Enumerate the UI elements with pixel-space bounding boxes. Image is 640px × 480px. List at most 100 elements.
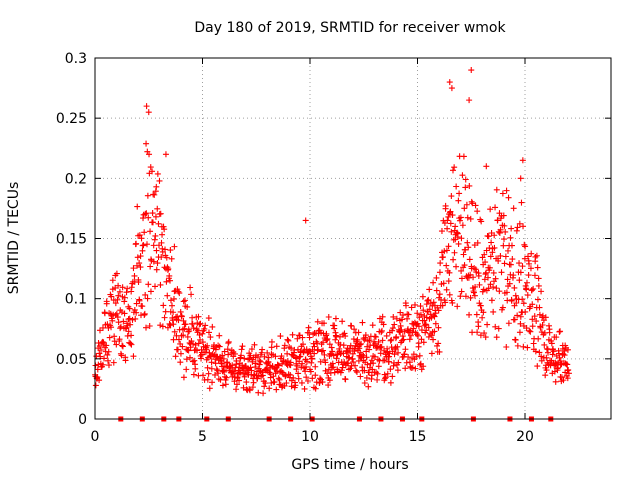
data-point [375,363,382,370]
data-point [96,343,103,350]
data-point [373,343,380,350]
data-point [183,366,190,373]
data-point [465,274,472,281]
data-point [181,297,188,304]
data-point [109,277,116,284]
data-point [513,227,520,234]
data-point [175,317,182,324]
data-point [221,348,228,355]
data-point [491,244,498,251]
data-point [205,329,212,336]
data-point [495,257,502,264]
data-point [295,375,302,382]
data-point [459,172,466,179]
data-point [380,321,387,328]
data-point [397,309,404,316]
data-point [501,260,508,267]
data-point [382,375,389,382]
data-point [494,217,501,224]
data-point [117,323,124,330]
data-point [316,375,323,382]
data-point [96,350,103,357]
data-point [443,262,450,269]
data-point [170,321,177,328]
data-point [415,323,422,330]
data-point [409,364,416,371]
data-point [150,258,157,265]
data-point [534,363,541,370]
y-tick-label: 0.15 [56,232,87,248]
data-point [495,325,502,332]
data-point [321,351,328,358]
data-point [260,390,267,397]
data-point [508,225,515,232]
data-point [152,213,159,220]
data-point [432,320,439,327]
data-point [216,343,223,350]
data-point [381,357,388,364]
data-point [129,316,136,323]
data-point [261,383,268,390]
data-point [292,382,299,389]
data-point [538,357,545,364]
data-point [378,343,385,350]
data-point [482,259,489,266]
data-point [546,329,553,336]
data-point [441,248,448,255]
data-point [473,311,480,318]
data-point [278,384,285,391]
data-point [145,214,152,221]
data-point [498,269,505,276]
data-point [486,264,493,271]
data-point [536,349,543,356]
data-point [474,329,481,336]
data-point [398,326,405,333]
data-point [189,314,196,321]
data-point [217,376,224,383]
data-point [542,314,549,321]
data-point [268,338,275,345]
data-point [455,197,462,204]
data-point [231,367,238,374]
data-point [261,353,268,360]
data-point [338,367,345,374]
data-point [352,362,359,369]
data-point [455,240,462,247]
data-point [145,109,152,116]
data-point [342,333,349,340]
data-point [199,339,206,346]
data-point [337,350,344,357]
data-point [452,223,459,230]
data-point [467,294,474,301]
data-point [170,309,177,316]
data-point [171,243,178,250]
data-point [356,341,363,348]
data-point [143,241,150,248]
data-point [167,322,174,329]
data-point [128,332,135,339]
data-point [528,250,535,257]
data-point [119,343,126,350]
data-point [401,328,408,335]
data-point [180,332,187,339]
data-point [419,293,426,300]
data-point [425,333,432,340]
data-point [137,264,144,271]
data-point [168,302,175,309]
data-point [162,308,169,315]
data-point [236,377,243,384]
data-point [314,340,321,347]
data-point [179,343,186,350]
data-point [434,304,441,311]
data-point [548,340,555,347]
data-point [387,379,394,386]
data-point [204,364,211,371]
data-point [346,354,353,361]
data-point [503,187,510,194]
data-point [454,229,461,236]
data-point [238,346,245,353]
x-tick-label: 10 [301,429,319,445]
data-point [140,242,147,249]
data-point [380,347,387,354]
